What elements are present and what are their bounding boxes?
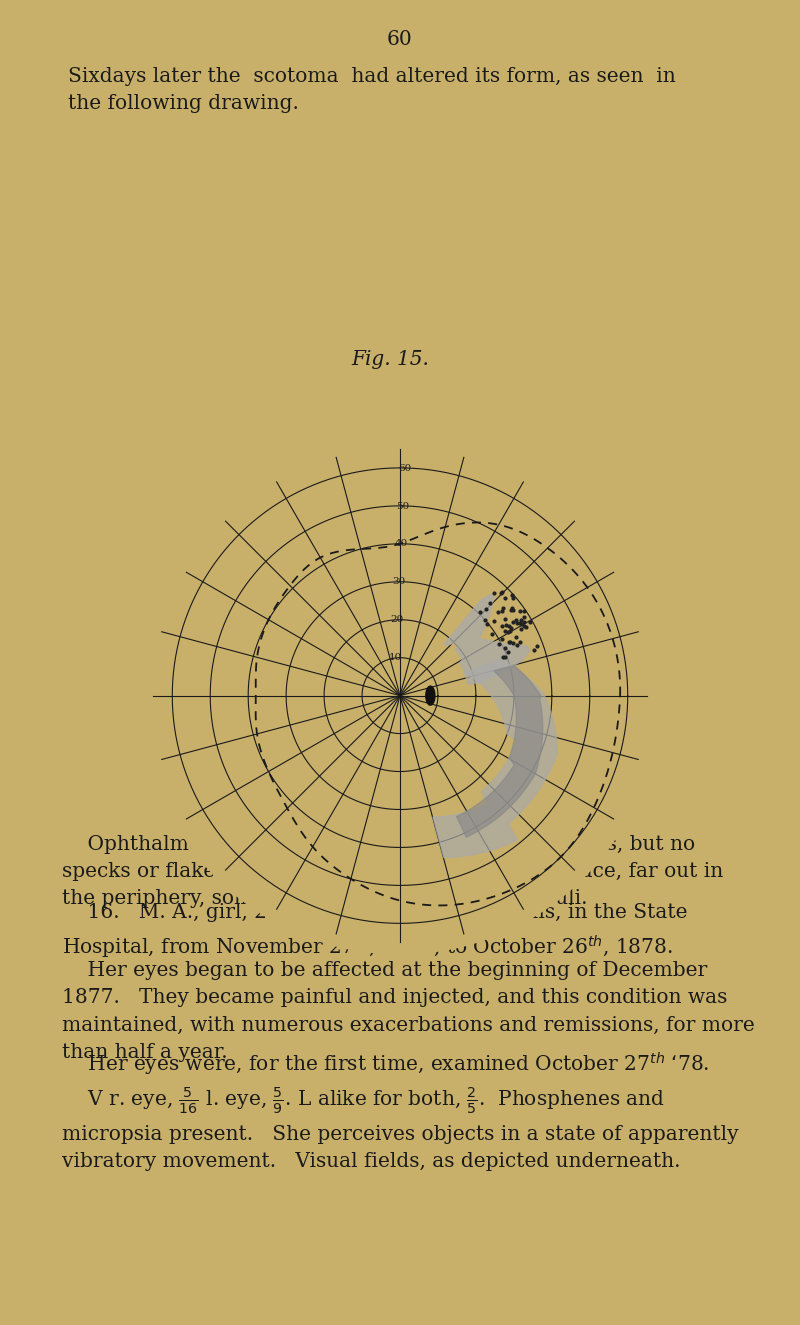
Point — [505, 584, 518, 606]
Point — [530, 635, 543, 656]
Point — [495, 583, 508, 604]
Point — [510, 627, 522, 648]
Text: 40: 40 — [394, 539, 407, 549]
Point — [495, 628, 508, 649]
Text: 10: 10 — [389, 653, 402, 662]
Point — [499, 615, 512, 636]
Point — [506, 612, 519, 633]
Point — [497, 647, 510, 668]
Point — [499, 608, 512, 629]
Point — [504, 631, 517, 652]
Point — [504, 617, 517, 639]
Point — [511, 635, 524, 656]
Point — [497, 598, 510, 619]
Point — [486, 624, 498, 645]
Point — [506, 598, 518, 619]
Point — [510, 610, 522, 631]
Point — [506, 632, 519, 653]
Point — [518, 607, 530, 628]
Point — [507, 600, 520, 621]
Point — [514, 631, 526, 652]
Point — [504, 599, 517, 620]
Point — [513, 612, 526, 633]
Text: 16.   M. A., girl, 21 years,  treated for syphilis, in the State
Hospital, from : 16. M. A., girl, 21 years, treated for s… — [62, 904, 687, 961]
Point — [524, 612, 537, 633]
Point — [488, 583, 501, 604]
Point — [518, 611, 530, 632]
Point — [495, 600, 508, 621]
Point — [527, 640, 540, 661]
Text: Her eyes began to be affected at the beginning of December
1877.   They became p: Her eyes began to be affected at the beg… — [62, 961, 754, 1061]
Text: V r. eye, $\frac{5}{16}$ l. eye, $\frac{5}{9}$. L alike for both, $\frac{2}{5}$.: V r. eye, $\frac{5}{16}$ l. eye, $\frac{… — [62, 1086, 738, 1171]
Text: 50: 50 — [396, 502, 410, 510]
Point — [514, 600, 526, 621]
Point — [502, 641, 515, 662]
Point — [487, 611, 500, 632]
Text: 30: 30 — [393, 578, 406, 587]
Point — [483, 592, 496, 613]
Point — [506, 587, 519, 608]
Point — [498, 620, 511, 641]
Point — [504, 620, 517, 641]
Point — [498, 587, 511, 608]
Point — [496, 582, 509, 603]
Point — [493, 633, 506, 655]
Point — [518, 616, 531, 637]
Point — [499, 637, 512, 659]
Point — [518, 600, 530, 621]
Text: Her eyes were, for the first time, examined October 27$^{th}$ ‘78.: Her eyes were, for the first time, exami… — [62, 1051, 710, 1079]
Point — [502, 621, 514, 643]
Polygon shape — [426, 686, 435, 705]
Point — [491, 602, 504, 623]
Point — [481, 613, 494, 635]
Point — [474, 602, 486, 623]
Point — [479, 610, 492, 631]
Text: 60: 60 — [387, 30, 413, 49]
Point — [499, 647, 512, 668]
Point — [514, 617, 527, 639]
Text: Sixdays later the  scotoma  had altered its form, as seen  in
the following draw: Sixdays later the scotoma had altered it… — [68, 68, 676, 113]
Point — [502, 615, 515, 636]
Text: Ophthalmoscopic.  a slight obscurity of the vitreous, but no
specks or flakes co: Ophthalmoscopic. a slight obscurity of t… — [62, 835, 723, 909]
Text: Fig. 15.: Fig. 15. — [351, 350, 429, 368]
Point — [510, 612, 523, 633]
Text: 60: 60 — [398, 464, 411, 473]
Point — [480, 598, 493, 619]
Text: 20: 20 — [390, 615, 404, 624]
Point — [514, 613, 527, 635]
Point — [495, 615, 508, 636]
Point — [502, 631, 515, 652]
Point — [519, 616, 532, 637]
Point — [515, 610, 528, 631]
